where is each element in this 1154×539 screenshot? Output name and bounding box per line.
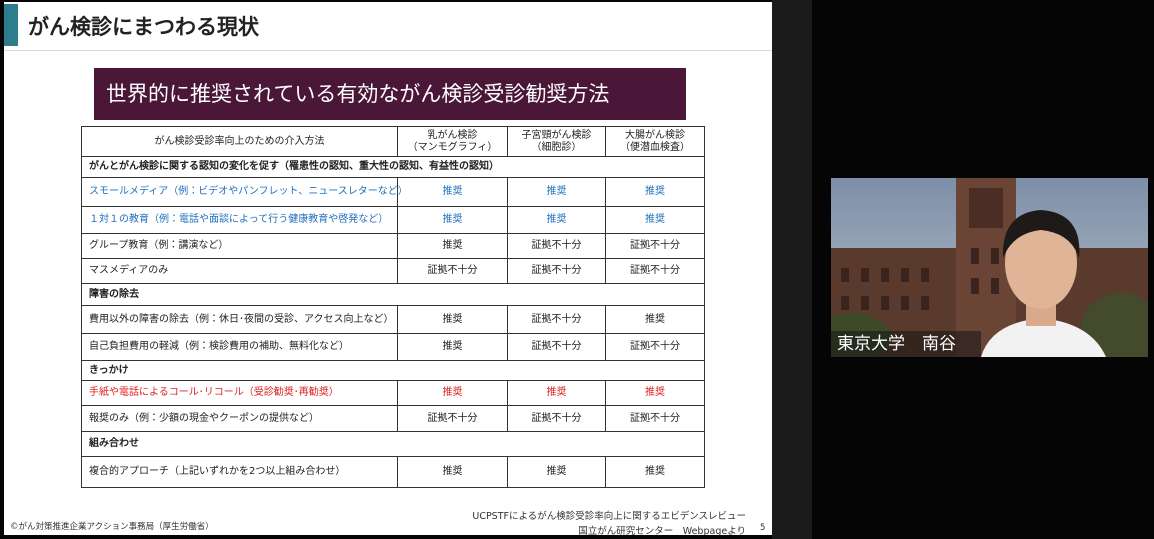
table-row: 手紙や電話によるコール･リコール（受診勧奨･再勧奨） 推奨 推奨 推奨 (81, 381, 705, 406)
credit: ©がん対策推進企業アクション事務局（厚生労働省） (10, 522, 214, 532)
table-row: 複合的アプローチ（上記いずれかを2つ以上組み合わせ） 推奨 推奨 推奨 (81, 457, 705, 488)
banner: 世界的に推奨されている有効ながん検診受診勧奨方法 (94, 68, 686, 120)
section-row: 障害の除去 (81, 284, 705, 306)
rating-cell: 推奨 (606, 178, 705, 207)
rating-cell: 推奨 (398, 457, 508, 488)
section-row: きっかけ (81, 361, 705, 381)
rating-cell: 推奨 (398, 207, 508, 234)
section-cell: 組み合わせ (81, 432, 705, 457)
slide-title: がん検診にまつわる現状 (28, 15, 259, 39)
rating-cell: 推奨 (508, 178, 606, 207)
rating-cell: 推奨 (606, 207, 705, 234)
section-cell: 障害の除去 (81, 284, 705, 306)
rating-cell: 推奨 (398, 234, 508, 259)
header-rule (4, 50, 772, 51)
rating-cell: 証拠不十分 (606, 234, 705, 259)
header-text: 大腸がん検診 (625, 129, 685, 141)
rating-cell: 推奨 (508, 207, 606, 234)
video-feed (831, 178, 1148, 357)
page-number: 5 (760, 523, 766, 533)
rating-cell: 推奨 (508, 457, 606, 488)
rating-cell: 証拠不十分 (508, 334, 606, 361)
rating-cell: 証拠不十分 (398, 406, 508, 432)
rating-cell: 証拠不十分 (606, 406, 705, 432)
table-row: マスメディアのみ 証拠不十分 証拠不十分 証拠不十分 (81, 259, 705, 284)
header-text: （細胞診） (531, 141, 582, 153)
source-line: 国立がん研究センター Webpageより (578, 526, 746, 535)
header-text: がん検診受診率向上のための介入方法 (154, 135, 325, 147)
rating-cell: 推奨 (398, 306, 508, 334)
method-cell: 複合的アプローチ（上記いずれかを2つ以上組み合わせ） (81, 457, 398, 488)
source-line: UCPSTFによるがん検診受診率向上に関するエビデンスレビュー (472, 511, 746, 522)
method-cell: 報奨のみ（例：少額の現金やクーポンの提供など） (81, 406, 398, 432)
rating-cell: 推奨 (606, 381, 705, 406)
table-row: 費用以外の障害の除去（例：休日･夜間の受診、アクセス向上など） 推奨 証拠不十分 推奨 (81, 306, 705, 334)
rating-cell: 証拠不十分 (398, 259, 508, 284)
method-cell: スモールメディア（例：ビデオやパンフレット、ニュースレターなど） (81, 178, 408, 207)
table-row: １対１の教育（例：電話や面談によって行う健康教育や啓発など） 推奨 推奨 推奨 (81, 207, 705, 234)
header-cell: 乳がん検診 （マンモグラフィ） (398, 126, 508, 157)
method-cell: １対１の教育（例：電話や面談によって行う健康教育や啓発など） (81, 207, 398, 234)
rating-cell: 証拠不十分 (508, 306, 606, 334)
rating-cell: 推奨 (508, 381, 606, 406)
section-row: 組み合わせ (81, 432, 705, 457)
table-row: 自己負担費用の軽減（例：検診費用の補助、無料化など） 推奨 証拠不十分 証拠不十分 (81, 334, 705, 361)
rating-cell: 証拠不十分 (508, 406, 606, 432)
table-row: スモールメディア（例：ビデオやパンフレット、ニュースレターなど） 推奨 推奨 推奨 (81, 178, 705, 207)
table-header-row: がん検診受診率向上のための介入方法 乳がん検診 （マンモグラフィ） 子宮頸がん検診 （細… (81, 126, 705, 157)
method-cell: グループ教育（例：講演など） (81, 234, 398, 259)
table-row: 報奨のみ（例：少額の現金やクーポンの提供など） 証拠不十分 証拠不十分 証拠不十分 (81, 406, 705, 432)
method-cell: 手紙や電話によるコール･リコール（受診勧奨･再勧奨） (81, 381, 398, 406)
header-text: （便潜血検査） (620, 141, 690, 153)
header-cell: 大腸がん検診 （便潜血検査） (606, 126, 705, 157)
rating-cell: 証拠不十分 (606, 259, 705, 284)
section-cell: がんとがん検診に関する認知の変化を促す（罹患性の認知、重大性の認知、有益性の認知… (81, 157, 705, 178)
rating-cell: 推奨 (606, 306, 705, 334)
rating-cell: 証拠不十分 (508, 259, 606, 284)
section-cell: きっかけ (81, 361, 705, 381)
rating-cell: 推奨 (398, 178, 508, 207)
rating-cell: 推奨 (398, 381, 508, 406)
header-accent (4, 4, 18, 46)
header-text: （マンモグラフィ） (407, 141, 498, 153)
rating-cell: 証拠不十分 (606, 334, 705, 361)
method-cell: 自己負担費用の軽減（例：検診費用の補助、無料化など） (81, 334, 398, 361)
section-row: がんとがん検診に関する認知の変化を促す（罹患性の認知、重大性の認知、有益性の認知… (81, 157, 705, 178)
header-cell: がん検診受診率向上のための介入方法 (81, 126, 398, 157)
table-row: グループ教育（例：講演など） 推奨 証拠不十分 証拠不十分 (81, 234, 705, 259)
slide: がん検診にまつわる現状 世界的に推奨されている有効ながん検診受診勧奨方法 がん検… (4, 2, 772, 535)
rating-cell: 推奨 (606, 457, 705, 488)
divider (772, 0, 812, 539)
header-text: 乳がん検診 (427, 129, 478, 141)
header-cell: 子宮頸がん検診 （細胞診） (508, 126, 606, 157)
rating-cell: 証拠不十分 (508, 234, 606, 259)
participant-name: 東京大学 南谷 (831, 331, 981, 357)
header-text: 子宮頸がん検診 (521, 129, 592, 141)
method-cell: 費用以外の障害の除去（例：休日･夜間の受診、アクセス向上など） (81, 306, 398, 334)
method-cell: マスメディアのみ (81, 259, 398, 284)
rating-cell: 推奨 (398, 334, 508, 361)
